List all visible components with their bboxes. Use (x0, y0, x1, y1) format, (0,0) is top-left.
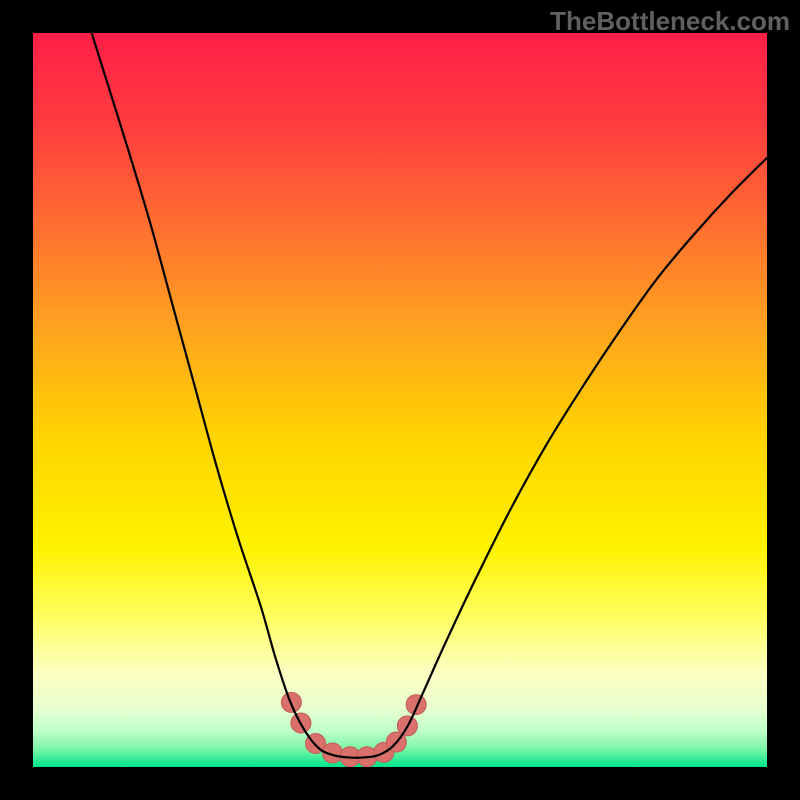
curve-marker (406, 695, 426, 715)
bottleneck-chart (0, 0, 800, 800)
plot-background (33, 33, 767, 767)
watermark-text: TheBottleneck.com (550, 6, 790, 37)
chart-container: TheBottleneck.com (0, 0, 800, 800)
